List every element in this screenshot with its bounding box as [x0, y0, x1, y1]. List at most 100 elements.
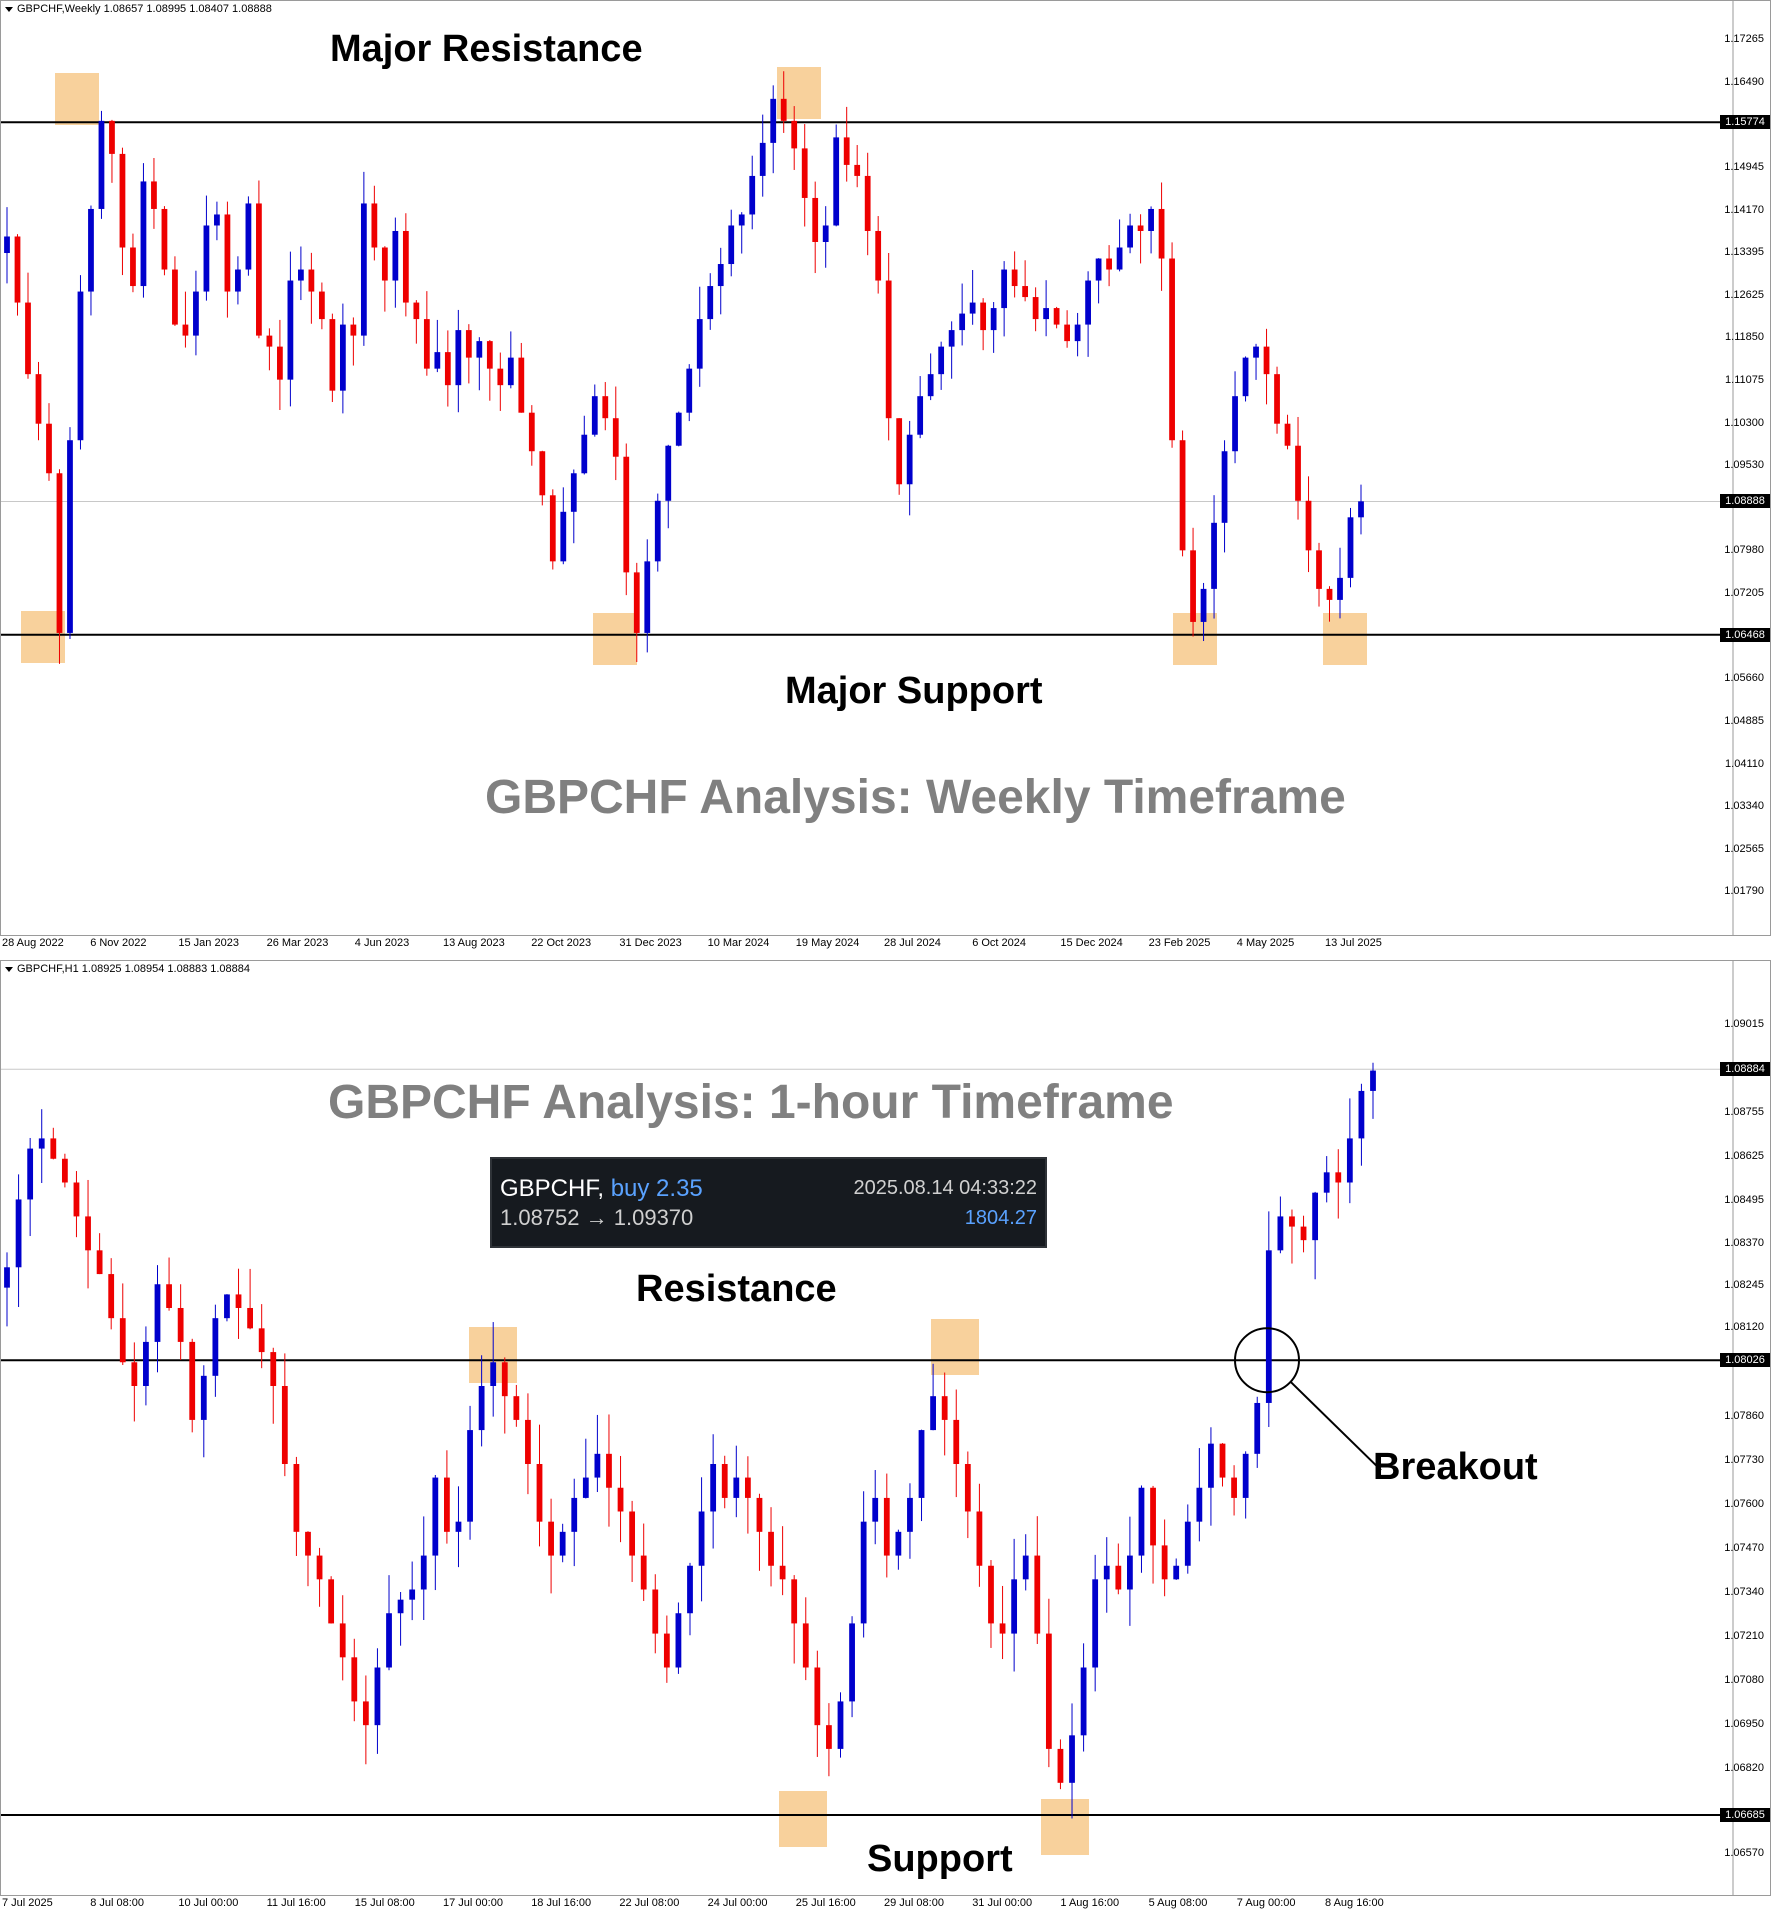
candle-body: [1179, 440, 1186, 551]
candle-body: [1211, 522, 1217, 589]
candle-body: [193, 291, 199, 336]
candle-body: [1150, 1487, 1156, 1546]
candle-body: [256, 203, 262, 336]
candle-body: [644, 561, 651, 633]
candle-body: [38, 1138, 45, 1149]
candle-body: [539, 451, 546, 496]
price-tick-label: 1.07210: [1724, 1629, 1764, 1642]
candle-body: [1242, 1453, 1249, 1498]
weekly-ohlc-header: GBPCHF,Weekly 1.08657 1.08995 1.08407 1.…: [5, 3, 272, 15]
time-tick-label: 7 Aug 00:00: [1236, 1897, 1296, 1909]
candle-body: [266, 335, 273, 347]
candle-body: [883, 1497, 890, 1556]
candle-body: [467, 1430, 473, 1522]
support-label: Support: [867, 1838, 1013, 1880]
candle-body: [154, 1284, 161, 1342]
candle-body: [350, 324, 357, 336]
time-tick-label: 15 Dec 2024: [1060, 937, 1123, 949]
candle-body: [109, 120, 115, 154]
time-tick-label: 28 Aug 2022: [2, 937, 64, 949]
price-tick-label: 1.01790: [1724, 885, 1764, 898]
candle-body: [298, 269, 304, 281]
time-tick-label: 31 Jul 00:00: [972, 1897, 1033, 1909]
candle-body: [1347, 517, 1354, 578]
candle-body: [25, 302, 31, 375]
weekly-chart-panel[interactable]: GBPCHF,Weekly 1.08657 1.08995 1.08407 1.…: [0, 0, 1771, 936]
candle-body: [143, 1341, 149, 1386]
candle-body: [235, 1294, 242, 1308]
candle-body: [1022, 1555, 1029, 1580]
candle-body: [423, 319, 430, 369]
candle-body: [119, 1318, 126, 1363]
candle-body: [14, 236, 21, 303]
major-support-label: Major Support: [785, 670, 1043, 712]
candle-body: [140, 181, 147, 287]
candle-body: [434, 352, 441, 369]
candle-body: [371, 203, 378, 248]
time-tick-label: 22 Jul 08:00: [619, 1897, 680, 1909]
time-tick-label: 28 Jul 2024: [884, 937, 941, 949]
price-tick-label: 1.08245: [1724, 1278, 1764, 1291]
candle-body: [652, 1589, 659, 1634]
candle-body: [1358, 501, 1364, 518]
candle-body: [1289, 1216, 1295, 1227]
candle-body: [1265, 1250, 1272, 1403]
candle-body: [1277, 1216, 1284, 1251]
price-tick-label: 1.07340: [1724, 1585, 1764, 1598]
candle-body: [1173, 1565, 1180, 1580]
price-tick-label: 1.14945: [1724, 160, 1764, 173]
candle-body: [1057, 1748, 1064, 1783]
candle-body: [1263, 346, 1270, 375]
price-tick-label: 1.07600: [1724, 1497, 1764, 1510]
candle-body: [402, 230, 409, 303]
collapse-triangle-icon[interactable]: [5, 6, 13, 12]
price-tick-label: 1.08120: [1724, 1321, 1764, 1334]
candle-body: [35, 374, 42, 424]
hourly-chart-panel[interactable]: GBPCHF,H1 1.08925 1.08954 1.08883 1.0888…: [0, 960, 1771, 1896]
candle-body: [1148, 208, 1154, 231]
candle-body: [917, 396, 924, 435]
price-tick-label: 1.07980: [1724, 544, 1764, 557]
candle-body: [1092, 1579, 1099, 1668]
price-tick-label: 1.06820: [1724, 1762, 1764, 1775]
time-tick-label: 4 Jun 2023: [354, 937, 410, 949]
candle-body: [476, 341, 483, 358]
trade-notification-box[interactable]: GBPCHF, buy 2.35 1.08752 → 1.09370 2025.…: [490, 1157, 1047, 1248]
candle-body: [1253, 346, 1259, 358]
candle-body: [1219, 1443, 1226, 1478]
collapse-triangle-icon[interactable]: [5, 966, 13, 972]
highlight-box: [1041, 1799, 1089, 1855]
time-tick-label: 13 Aug 2023: [443, 937, 505, 949]
candle-body: [733, 1477, 740, 1498]
candle-body: [801, 148, 808, 198]
trade-time: 2025.08.14 04:33:22: [853, 1177, 1037, 1199]
candle-body: [948, 330, 955, 347]
candle-body: [707, 286, 714, 320]
candle-body: [1127, 225, 1133, 248]
candle-body: [749, 175, 756, 215]
candle-body: [507, 357, 514, 386]
hourly-candlestick-plot[interactable]: [1, 961, 1770, 1895]
candle-body: [698, 1511, 705, 1566]
candle-body: [258, 1328, 265, 1353]
candle-body: [812, 197, 819, 242]
candle-body: [1043, 308, 1050, 320]
candle-body: [606, 1453, 612, 1488]
time-tick-label: 23 Feb 2025: [1148, 937, 1211, 949]
candle-body: [791, 1579, 798, 1624]
price-tick-label: 1.03340: [1724, 799, 1764, 812]
candle-body: [779, 1565, 786, 1580]
candle-body: [224, 214, 231, 292]
candle-body: [1161, 1545, 1168, 1580]
candle-body: [1208, 1443, 1214, 1488]
candle-body: [108, 1274, 115, 1319]
candle-body: [1370, 1070, 1376, 1091]
candle-body: [409, 1589, 416, 1600]
time-tick-label: 18 Jul 16:00: [531, 1897, 592, 1909]
time-tick-label: 17 Jul 00:00: [443, 1897, 503, 1909]
weekly-candlestick-plot[interactable]: [1, 1, 1770, 935]
candle-body: [203, 225, 210, 292]
candle-body: [88, 208, 94, 292]
candle-body: [67, 440, 73, 633]
candle-body: [686, 368, 693, 413]
